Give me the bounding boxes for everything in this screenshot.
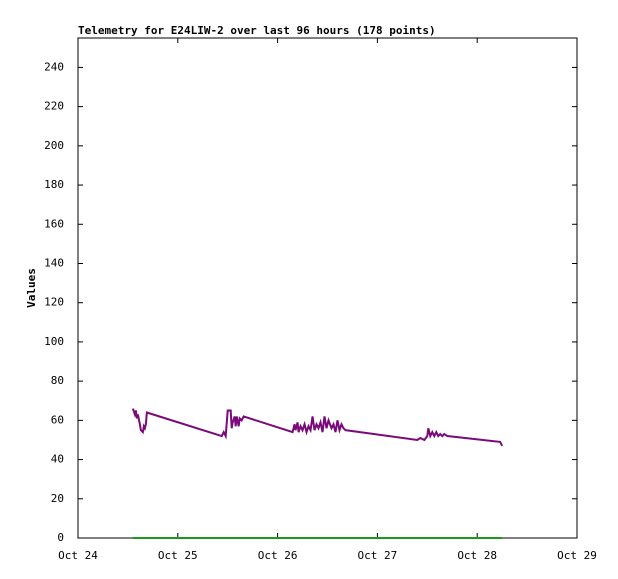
y-tick-label: 40 bbox=[51, 453, 64, 466]
x-tick-label: Oct 25 bbox=[158, 549, 198, 562]
y-axis-label: Values bbox=[25, 268, 38, 308]
y-tick-label: 240 bbox=[44, 60, 64, 73]
chart-title: Telemetry for E24LIW-2 over last 96 hour… bbox=[78, 24, 436, 37]
y-tick-label: 140 bbox=[44, 256, 64, 269]
y-tick-label: 100 bbox=[44, 335, 64, 348]
y-tick-label: 120 bbox=[44, 296, 64, 309]
x-tick-label: Oct 29 bbox=[557, 549, 597, 562]
y-tick-label: 80 bbox=[51, 374, 64, 387]
y-tick-label: 200 bbox=[44, 139, 64, 152]
x-tick-label: Oct 24 bbox=[58, 549, 98, 562]
y-tick-label: 160 bbox=[44, 217, 64, 230]
y-tick-label: 20 bbox=[51, 492, 64, 505]
y-tick-label: 60 bbox=[51, 413, 64, 426]
y-tick-label: 180 bbox=[44, 178, 64, 191]
y-tick-label: 0 bbox=[57, 531, 64, 544]
plot-frame bbox=[77, 37, 578, 539]
x-tick-label: Oct 28 bbox=[457, 549, 497, 562]
series-line bbox=[131, 408, 504, 447]
y-tick-label: 220 bbox=[44, 100, 64, 113]
x-tick-label: Oct 26 bbox=[258, 549, 298, 562]
x-tick-label: Oct 27 bbox=[358, 549, 398, 562]
